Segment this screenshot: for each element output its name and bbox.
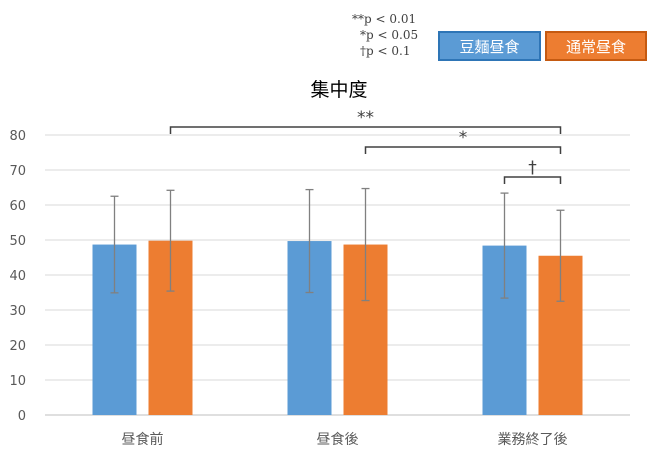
y-tick-label: 40 — [9, 269, 26, 284]
y-tick-label: 10 — [9, 374, 26, 389]
significance-bracket: ** — [169, 108, 562, 134]
x-tick-label: 昼食前 — [122, 431, 164, 448]
y-tick-label: 30 — [9, 304, 26, 319]
y-tick-label: 20 — [9, 339, 26, 354]
significance-note-p005: *p < 0.05 — [360, 28, 419, 42]
legend-item-normal-lunch: 通常昼食 — [545, 31, 647, 61]
y-tick-label: 80 — [9, 129, 26, 144]
x-tick-label: 昼食後 — [317, 431, 359, 448]
error-bar-s1-c0 — [166, 189, 175, 292]
svg-text:*: * — [459, 128, 468, 148]
significance-bracket: * — [364, 128, 562, 154]
y-tick-label: 70 — [9, 164, 26, 179]
error-bars — [110, 187, 565, 302]
y-tick-label: 50 — [9, 234, 26, 249]
x-tick-label: 業務終了後 — [498, 432, 568, 448]
error-bar-s1-c2 — [556, 209, 565, 302]
error-bar-s1-c1 — [361, 187, 370, 302]
error-bar-s0-c2 — [500, 192, 509, 299]
x-axis-ticks: 昼食前 昼食後 業務終了後 — [122, 431, 568, 448]
y-axis-ticks: 0 10 20 30 40 50 60 70 80 — [9, 129, 26, 424]
significance-note-p001: **p < 0.01 — [352, 12, 417, 26]
legend-item-mame-men: 豆麺昼食 — [438, 31, 541, 61]
y-tick-label: 60 — [9, 199, 26, 214]
significance-note-p01: †p < 0.1 — [360, 44, 411, 58]
significance-bracket: † — [503, 158, 562, 184]
svg-text:†: † — [528, 158, 537, 178]
significance-brackets: ***† — [169, 108, 562, 184]
error-bar-s0-c1 — [305, 188, 314, 294]
chart-title: 集中度 — [310, 79, 367, 101]
grid-lines — [45, 134, 630, 416]
y-tick-label: 0 — [18, 409, 26, 424]
bars — [92, 240, 583, 415]
svg-text:**: ** — [357, 108, 374, 128]
error-bar-s0-c0 — [110, 195, 119, 294]
